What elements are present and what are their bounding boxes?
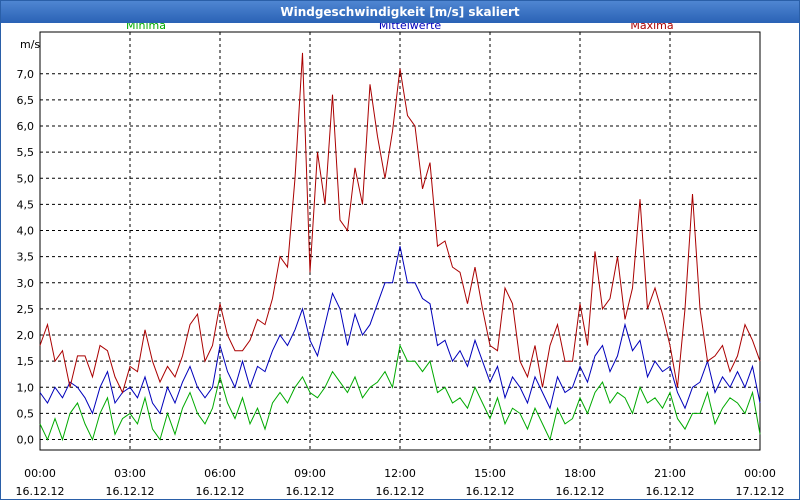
x-tick-date: 16.12.12	[286, 485, 335, 498]
x-tick-time: 03:00	[114, 467, 146, 480]
y-tick-label: 5,5	[17, 146, 35, 159]
y-tick-label: 2,0	[17, 329, 35, 342]
y-tick-label: 1,5	[17, 355, 35, 368]
x-tick-date: 16.12.12	[376, 485, 425, 498]
series-maxima-line	[39, 52, 761, 394]
x-tick-time: 00:00	[744, 467, 776, 480]
y-tick-label: 4,0	[17, 225, 35, 238]
wind-speed-chart: m/s 0,0 0,5 1,0 1,5 2,0 2,5 3,0 3,5 4,0 4,5 5,0 5,5…	[16, 23, 785, 498]
series-minima-line	[39, 343, 761, 442]
y-tick-label: 3,5	[17, 251, 35, 264]
y-tick-label: 5,0	[17, 172, 35, 185]
plot-frame	[39, 31, 761, 451]
series-lines	[39, 52, 761, 442]
y-tick-label: 6,0	[17, 120, 35, 133]
series-mittelwerte-line	[39, 246, 761, 415]
y-tick-label: 2,5	[17, 303, 35, 316]
x-tick-date: 16.12.12	[646, 485, 695, 498]
legend-mittelwerte: Mittelwerte	[379, 23, 442, 32]
x-tick-time: 21:00	[654, 467, 686, 480]
y-tick-label: 4,5	[17, 198, 35, 211]
x-tick-date: 16.12.12	[556, 485, 605, 498]
x-tick-time: 09:00	[294, 467, 326, 480]
y-tick-label: 3,0	[17, 277, 35, 290]
y-axis-ticks: 0,0 0,5 1,0 1,5 2,0 2,5 3,0 3,5 4,0 4,5 5,0 5,5 6,0 6…	[17, 68, 35, 447]
x-tick-time: 06:00	[204, 467, 236, 480]
legend-maxima: Maxima	[630, 23, 673, 32]
x-tick-date: 16.12.12	[16, 485, 65, 498]
x-tick-time: 00:00	[24, 467, 56, 480]
x-tick-date: 16.12.12	[466, 485, 515, 498]
x-tick-time: 15:00	[474, 467, 506, 480]
y-axis-label: m/s	[20, 38, 40, 51]
window-title: Windgeschwindigkeit [m/s] skaliert	[1, 1, 799, 23]
x-tick-date: 17.12.12	[736, 485, 785, 498]
x-axis-ticks: 00:00 16.12.12 03:00 16.12.12 06:00 16.12.12 0…	[16, 467, 785, 498]
x-tick-time: 18:00	[564, 467, 596, 480]
y-tick-label: 0,5	[17, 407, 35, 420]
legend: Minima Mittelwerte Maxima	[126, 23, 674, 32]
x-tick-time: 12:00	[384, 467, 416, 480]
y-tick-label: 1,0	[17, 381, 35, 394]
legend-minima: Minima	[126, 23, 166, 32]
y-tick-label: 0,0	[17, 434, 35, 447]
x-tick-date: 16.12.12	[106, 485, 155, 498]
x-tick-date: 16.12.12	[196, 485, 245, 498]
y-tick-label: 6,5	[17, 94, 35, 107]
y-tick-label: 7,0	[17, 68, 35, 81]
